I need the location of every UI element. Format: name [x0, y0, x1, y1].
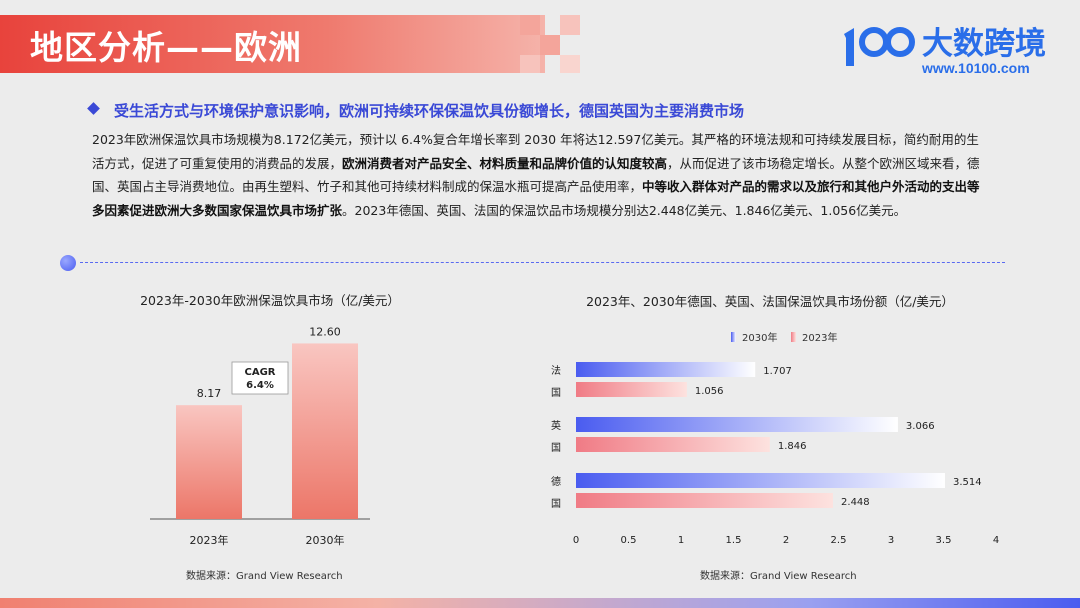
chart-2-legend: 2030年 2023年 — [731, 331, 837, 344]
chart-2-x-tick-8: 4 — [993, 535, 999, 546]
body-paragraph: 2023年欧洲保温饮具市场规模为8.172亿美元，预计以 6.4%复合年增长率到… — [92, 128, 987, 222]
logo-text: 大数跨境 — [922, 26, 1046, 62]
paragraph-text-3: 。2023年德国、英国、法国的保温饮品市场规模分别达2.448亿美元、1.846… — [342, 202, 907, 218]
chart-1-bar-1 — [292, 343, 358, 519]
paragraph-text-1: 2023年欧洲保温饮具市场规模为8.172亿美元，预计以 6.4%复合年增长率到… — [92, 132, 979, 171]
chart-1-source: 数据来源：Grand View Research — [186, 571, 343, 582]
chart-2-category-label-0-0: 法 — [551, 364, 561, 377]
legend-2030-swatch — [731, 332, 736, 342]
chart-1-category-label-1: 2030年 — [306, 533, 345, 547]
paragraph-bold-2: 中等收入群体对产品的需求以及旅行和其他户外活动的支出等多因素促进欧洲大多数国家保… — [92, 179, 980, 218]
legend-2023-label: 2023年 — [802, 331, 837, 344]
separator-line — [80, 262, 1005, 263]
separator-dot — [60, 255, 76, 271]
chart-2-x-tick-0: 0 — [573, 535, 579, 546]
paragraph-bold-1: 欧洲消费者对产品安全、材料质量和品牌价值的认知度较高 — [342, 155, 668, 171]
chart-2-category-label-1-1: 国 — [551, 442, 561, 454]
decorative-squares — [480, 15, 580, 73]
chart-2-x-tick-6: 3 — [888, 535, 894, 546]
headline: 受生活方式与环境保护意识影响，欧洲可持续环保保温饮具份额增长，德国英国为主要消费… — [114, 102, 745, 120]
legend-2030-label: 2030年 — [742, 331, 777, 344]
chart-2-category-label-1-0: 英 — [551, 419, 561, 432]
chart-2-x-tick-7: 3.5 — [936, 535, 952, 546]
chart-1-title: 2023年-2030年欧洲保温饮具市场（亿/美元） — [140, 293, 400, 308]
chart-1-europe-market: 8.17 2023年 12.60 2030年 CAGR 6.4% — [150, 325, 370, 547]
chart-2-x-tick-1: 0.5 — [621, 535, 637, 546]
chart-1-value-label-0: 8.17 — [197, 387, 222, 400]
chart-2-value-label-0-1: 1.056 — [695, 386, 724, 397]
paragraph-text-2: ，从而促进了该市场稳定增长。从整个欧洲区域来看，德国、英国占主导消费地位。由再生… — [92, 155, 980, 195]
chart-2-bar-2-1 — [576, 493, 834, 508]
legend-2023-swatch — [791, 332, 796, 342]
logo-url: www.10100.com — [922, 60, 1030, 76]
chart-2-x-tick-3: 1.5 — [726, 535, 742, 546]
chart-1-value-label-1: 12.60 — [309, 325, 341, 338]
cagr-callout: CAGR 6.4% — [231, 361, 289, 395]
chart-2-x-tick-5: 2.5 — [831, 535, 847, 546]
chart-2-source: 数据来源：Grand View Research — [700, 571, 857, 582]
chart-2-category-label-2-1: 国 — [551, 498, 561, 510]
chart-2-bar-0-0 — [576, 362, 756, 377]
cagr-label: CAGR — [245, 367, 276, 378]
chart-2-value-label-2-0: 3.514 — [953, 477, 982, 488]
chart-2-bar-0-1 — [576, 382, 687, 397]
chart-1-bar-0 — [176, 405, 242, 519]
chart-2-category-label-2-0: 德 — [551, 475, 561, 488]
chart-2-bar-1-1 — [576, 437, 770, 452]
chart-2-country-market: 2030年 2023年 1.7071.056法国3.0661.846英国3.51… — [551, 331, 999, 546]
chart-1-category-label-0: 2023年 — [190, 533, 229, 547]
chart-2-category-label-0-1: 国 — [551, 387, 561, 399]
chart-2-x-tick-4: 2 — [783, 535, 789, 546]
chart-2-value-label-1-1: 1.846 — [778, 441, 807, 452]
page-title: 地区分析——欧洲 — [30, 28, 302, 67]
chart-2-bar-1-0 — [576, 417, 898, 432]
title-banner — [0, 15, 545, 73]
cagr-value: 6.4% — [246, 380, 274, 391]
chart-2-value-label-2-1: 2.448 — [841, 497, 870, 508]
logo-icon — [844, 27, 915, 66]
chart-2-x-tick-2: 1 — [678, 535, 684, 546]
chart-2-title: 2023年、2030年德国、英国、法国保温饮具市场份额（亿/美元） — [586, 294, 954, 309]
chart-2-value-label-1-0: 3.066 — [906, 421, 935, 432]
bottom-gradient-bar — [0, 598, 1080, 608]
chart-2-bar-2-0 — [576, 473, 945, 488]
chart-2-value-label-0-0: 1.707 — [763, 366, 792, 377]
